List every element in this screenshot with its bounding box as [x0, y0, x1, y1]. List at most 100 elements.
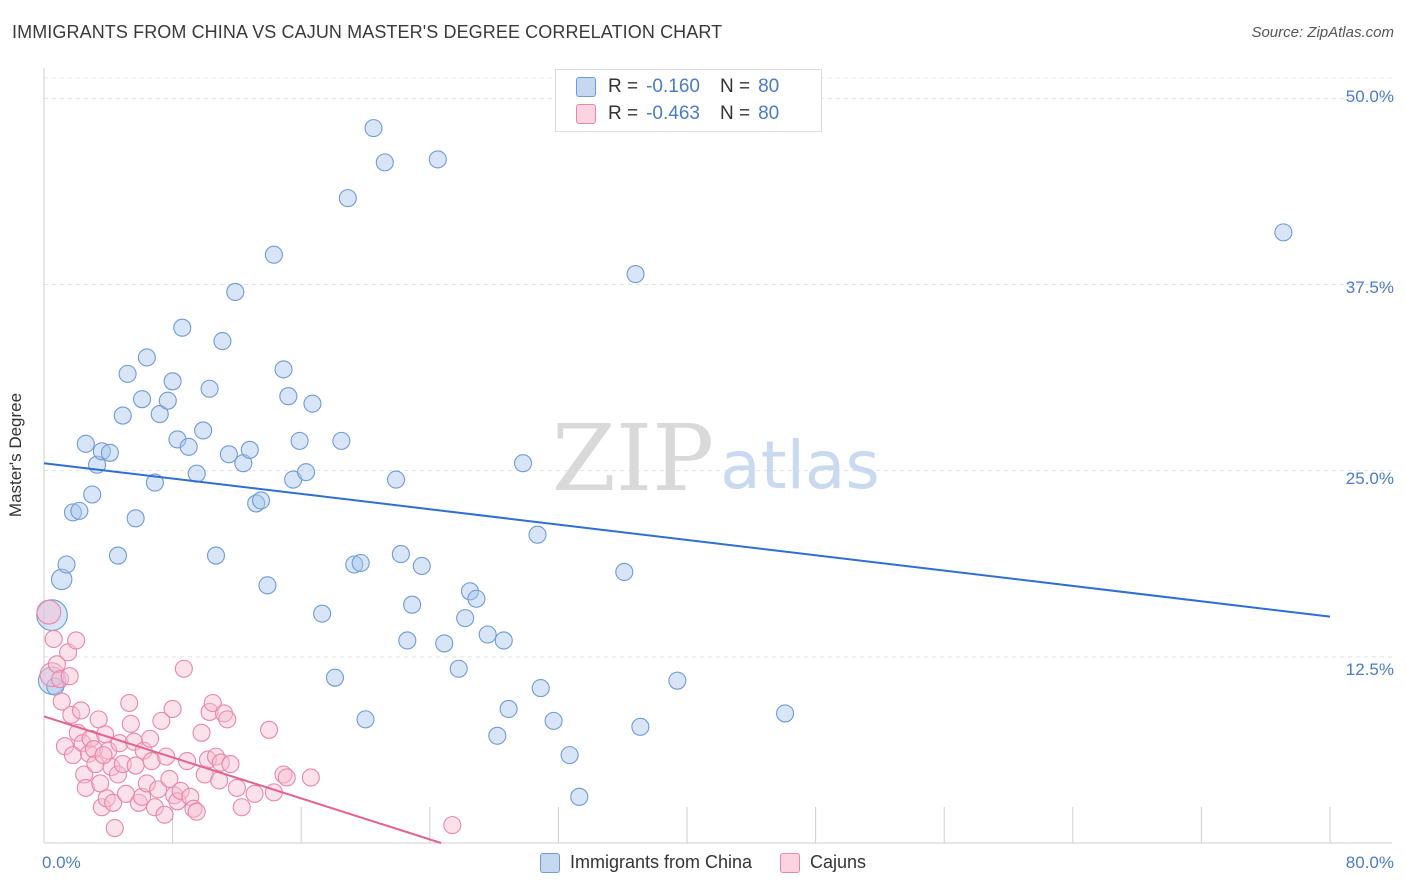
- cajun-point: [121, 714, 140, 733]
- cajun-point: [91, 774, 110, 793]
- cajun-point: [232, 798, 251, 817]
- china-point: [494, 631, 513, 650]
- china-point: [187, 464, 206, 483]
- y-tick-label: 37.5%: [1345, 278, 1394, 297]
- china-point: [435, 634, 454, 653]
- cajun-point: [245, 784, 264, 803]
- china-point: [356, 710, 375, 729]
- legend-n-value: 80: [758, 103, 780, 124]
- cajun-point: [126, 756, 145, 775]
- cajun-point: [137, 774, 156, 793]
- cajun-point: [62, 705, 81, 724]
- china-point: [528, 525, 547, 544]
- y-tick-label: 50.0%: [1345, 87, 1394, 106]
- china-point: [398, 631, 417, 650]
- gridlines: [44, 77, 1392, 658]
- legend-item-cajuns[interactable]: Cajuns: [780, 852, 866, 873]
- cajun-point: [63, 746, 82, 765]
- legend-n-label: N =: [719, 76, 751, 97]
- cajun-point: [145, 798, 164, 817]
- china-point: [303, 394, 322, 413]
- cajun-point: [104, 793, 123, 812]
- china-point: [264, 245, 283, 264]
- china-point: [776, 704, 795, 723]
- china-point: [488, 726, 507, 745]
- china-point: [364, 119, 383, 138]
- legend-swatch-china: [539, 852, 560, 873]
- china-point: [1274, 223, 1293, 242]
- cajun-point: [181, 787, 200, 806]
- china-point: [83, 485, 102, 504]
- y-tick-label: 25.0%: [1345, 469, 1394, 488]
- china-point: [200, 379, 219, 398]
- watermark-zip: ZIP: [552, 405, 714, 512]
- cajun-point: [227, 778, 246, 797]
- cajun-point: [141, 729, 160, 748]
- cajun-point: [76, 778, 95, 797]
- cajun-point: [192, 723, 211, 742]
- cajun-point: [301, 768, 320, 787]
- cajun-point: [211, 753, 230, 772]
- series-legend: Immigrants from China Cajuns: [0, 852, 1406, 873]
- legend-n-label: N =: [719, 103, 751, 124]
- china-point: [332, 431, 351, 450]
- china-point: [76, 434, 95, 453]
- cajun-point: [52, 692, 71, 711]
- cajun-point: [47, 655, 66, 674]
- legend-row-cajuns: R = -0.463 N = 80: [556, 101, 779, 127]
- cajun-point: [133, 787, 152, 806]
- china-point: [158, 391, 177, 410]
- china-point: [531, 679, 550, 698]
- legend-item-china[interactable]: Immigrants from China: [539, 852, 753, 873]
- cajun-point: [443, 816, 462, 835]
- cajun-point: [174, 659, 193, 678]
- china-point: [403, 595, 422, 614]
- x-tick-label-max: 80.0%: [1345, 853, 1394, 872]
- china-point: [206, 546, 226, 565]
- cajun-point: [274, 765, 293, 784]
- y-axis-label: Master's Degree: [6, 392, 25, 518]
- china-point: [345, 555, 364, 574]
- china-point: [168, 430, 187, 449]
- china-point: [428, 150, 447, 169]
- china-point: [108, 546, 127, 565]
- china-point: [467, 589, 486, 608]
- cajun-point: [39, 662, 65, 688]
- china-point: [544, 711, 563, 730]
- cajun-point: [203, 693, 222, 713]
- china-point: [499, 699, 518, 719]
- legend-r-value: -0.463: [646, 103, 700, 124]
- china-point: [194, 421, 213, 440]
- china-point: [126, 509, 145, 528]
- china-point: [258, 576, 277, 595]
- cajun-point: [259, 720, 279, 739]
- china-point: [213, 332, 232, 351]
- china-point: [391, 545, 410, 564]
- china-point: [290, 431, 309, 450]
- china-trend-line: [43, 462, 1331, 618]
- china-point: [163, 372, 182, 391]
- cajun-point: [71, 701, 91, 720]
- china-point: [63, 503, 82, 522]
- china-point: [386, 470, 406, 489]
- cajun-point: [142, 752, 161, 771]
- x-tick-label-min: 0.0%: [42, 853, 81, 872]
- china-point: [173, 318, 192, 337]
- china-point: [150, 405, 169, 424]
- china-point: [668, 671, 687, 690]
- china-point: [375, 153, 394, 172]
- trend-lines: [43, 462, 1331, 844]
- correlation-legend: R = -0.160 N = 80 R = -0.463 N = 80: [555, 69, 822, 132]
- china-point: [70, 501, 89, 520]
- china-point: [145, 473, 164, 492]
- legend-r-label: R =: [608, 103, 639, 124]
- cajun-point: [187, 802, 206, 821]
- cajun-point: [44, 629, 63, 649]
- source-label: Source: ZipAtlas.com: [1251, 24, 1394, 41]
- china-point: [449, 659, 468, 678]
- watermark-atlas: atlas: [720, 427, 880, 504]
- china-point: [226, 282, 245, 302]
- cajun-point: [152, 711, 171, 730]
- legend-label-china: Immigrants from China: [569, 852, 753, 872]
